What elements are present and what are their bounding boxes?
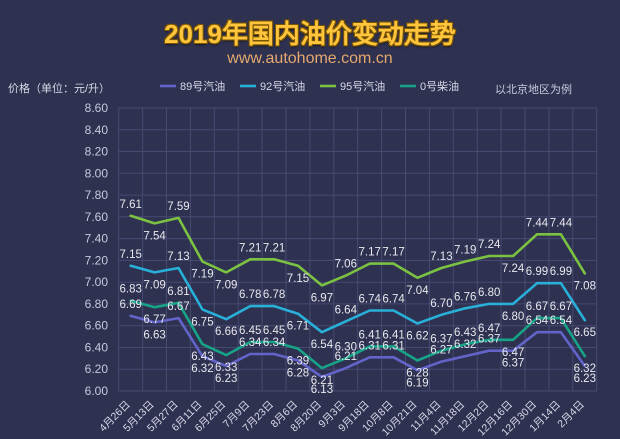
svg-text:7.08: 7.08 xyxy=(574,280,596,292)
svg-text:6.43: 6.43 xyxy=(191,351,213,363)
svg-text:7.17: 7.17 xyxy=(359,247,381,259)
svg-text:6.75: 6.75 xyxy=(191,316,213,328)
svg-text:6.66: 6.66 xyxy=(215,326,237,338)
svg-text:6.71: 6.71 xyxy=(287,321,309,333)
svg-text:2月4日: 2月4日 xyxy=(555,399,587,431)
svg-text:6.76: 6.76 xyxy=(454,291,476,303)
svg-text:7.17: 7.17 xyxy=(382,247,404,259)
svg-text:0号柴油: 0号柴油 xyxy=(420,79,459,93)
svg-text:6.32: 6.32 xyxy=(574,363,596,375)
svg-text:6.77: 6.77 xyxy=(143,314,165,326)
svg-text:6.41: 6.41 xyxy=(359,329,381,341)
svg-text:6.47: 6.47 xyxy=(478,323,500,335)
svg-text:92号汽油: 92号汽油 xyxy=(260,79,305,93)
svg-text:7.54: 7.54 xyxy=(143,230,166,242)
svg-text:6.33: 6.33 xyxy=(215,362,237,374)
svg-text:6.41: 6.41 xyxy=(382,329,404,341)
svg-text:6.37: 6.37 xyxy=(430,334,452,346)
svg-text:8.60: 8.60 xyxy=(85,101,109,115)
svg-text:6.78: 6.78 xyxy=(239,289,261,301)
svg-text:6.54: 6.54 xyxy=(311,339,334,351)
svg-text:6.00: 6.00 xyxy=(85,384,109,398)
svg-text:6.65: 6.65 xyxy=(574,327,596,339)
svg-text:89号汽油: 89号汽油 xyxy=(180,79,225,93)
svg-text:7.61: 7.61 xyxy=(120,199,142,211)
svg-text:6.74: 6.74 xyxy=(359,294,382,306)
svg-text:7.44: 7.44 xyxy=(526,217,549,229)
svg-text:6.27: 6.27 xyxy=(430,345,452,357)
svg-text:6.37: 6.37 xyxy=(478,334,500,346)
svg-text:6.32: 6.32 xyxy=(191,363,213,375)
svg-text:7.15: 7.15 xyxy=(287,273,309,285)
svg-text:6.31: 6.31 xyxy=(382,340,404,352)
svg-text:7.09: 7.09 xyxy=(143,279,165,291)
svg-text:6.40: 6.40 xyxy=(85,341,109,355)
svg-text:7.13: 7.13 xyxy=(167,251,189,263)
svg-text:7.09: 7.09 xyxy=(215,279,237,291)
svg-text:7.44: 7.44 xyxy=(550,217,573,229)
svg-text:7.00: 7.00 xyxy=(85,275,109,289)
svg-text:6.83: 6.83 xyxy=(120,284,142,296)
svg-text:8.20: 8.20 xyxy=(85,145,109,159)
svg-text:6.31: 6.31 xyxy=(359,340,381,352)
svg-text:6.80: 6.80 xyxy=(85,297,109,311)
svg-text:7.13: 7.13 xyxy=(430,251,452,263)
svg-text:6.34: 6.34 xyxy=(263,337,286,349)
svg-text:6.60: 6.60 xyxy=(85,319,109,333)
svg-text:6.54: 6.54 xyxy=(526,315,549,327)
svg-text:7.06: 7.06 xyxy=(335,259,357,271)
svg-text:6.23: 6.23 xyxy=(215,373,237,385)
svg-text:6.28: 6.28 xyxy=(287,368,309,380)
svg-text:7.21: 7.21 xyxy=(263,242,285,254)
svg-text:6.43: 6.43 xyxy=(454,327,476,339)
svg-text:6.70: 6.70 xyxy=(430,298,452,310)
svg-text:6.21: 6.21 xyxy=(311,375,333,387)
svg-text:6.45: 6.45 xyxy=(239,325,261,337)
svg-text:8.40: 8.40 xyxy=(85,123,109,137)
svg-text:7.40: 7.40 xyxy=(85,232,109,246)
svg-text:7.04: 7.04 xyxy=(406,285,429,297)
svg-text:6.45: 6.45 xyxy=(263,325,285,337)
svg-text:6.97: 6.97 xyxy=(311,292,333,304)
svg-text:6.78: 6.78 xyxy=(263,289,285,301)
svg-text:6.74: 6.74 xyxy=(382,294,405,306)
svg-text:7.21: 7.21 xyxy=(239,242,261,254)
svg-text:6.99: 6.99 xyxy=(550,266,572,278)
svg-text:6.67: 6.67 xyxy=(167,301,189,313)
svg-text:6.28: 6.28 xyxy=(406,368,428,380)
svg-text:7.24: 7.24 xyxy=(478,239,501,251)
svg-text:6.47: 6.47 xyxy=(502,347,524,359)
svg-text:7.24: 7.24 xyxy=(502,263,525,275)
svg-text:7.59: 7.59 xyxy=(167,201,189,213)
svg-text:6.54: 6.54 xyxy=(550,315,573,327)
svg-text:6.20: 6.20 xyxy=(85,362,109,376)
svg-text:6.63: 6.63 xyxy=(143,329,165,341)
svg-text:6.80: 6.80 xyxy=(502,311,524,323)
svg-text:6.32: 6.32 xyxy=(454,339,476,351)
svg-text:6.67: 6.67 xyxy=(550,301,572,313)
svg-text:7.80: 7.80 xyxy=(85,188,109,202)
svg-text:7.60: 7.60 xyxy=(85,210,109,224)
svg-text:6.39: 6.39 xyxy=(287,356,309,368)
svg-text:95号汽油: 95号汽油 xyxy=(340,79,385,93)
svg-text:6.34: 6.34 xyxy=(239,337,262,349)
svg-text:6.81: 6.81 xyxy=(167,286,189,298)
svg-text:8.00: 8.00 xyxy=(85,166,109,180)
svg-text:6.99: 6.99 xyxy=(526,266,548,278)
svg-text:7.19: 7.19 xyxy=(191,269,213,281)
svg-text:6.30: 6.30 xyxy=(335,341,357,353)
svg-text:6.62: 6.62 xyxy=(406,331,428,343)
svg-text:7.15: 7.15 xyxy=(120,249,142,261)
svg-text:6.67: 6.67 xyxy=(526,301,548,313)
svg-text:6.80: 6.80 xyxy=(478,287,500,299)
svg-text:6.37: 6.37 xyxy=(502,358,524,370)
svg-text:6.69: 6.69 xyxy=(120,299,142,311)
svg-text:6.64: 6.64 xyxy=(335,304,358,316)
svg-text:7.20: 7.20 xyxy=(85,253,109,267)
svg-text:7.19: 7.19 xyxy=(454,245,476,257)
